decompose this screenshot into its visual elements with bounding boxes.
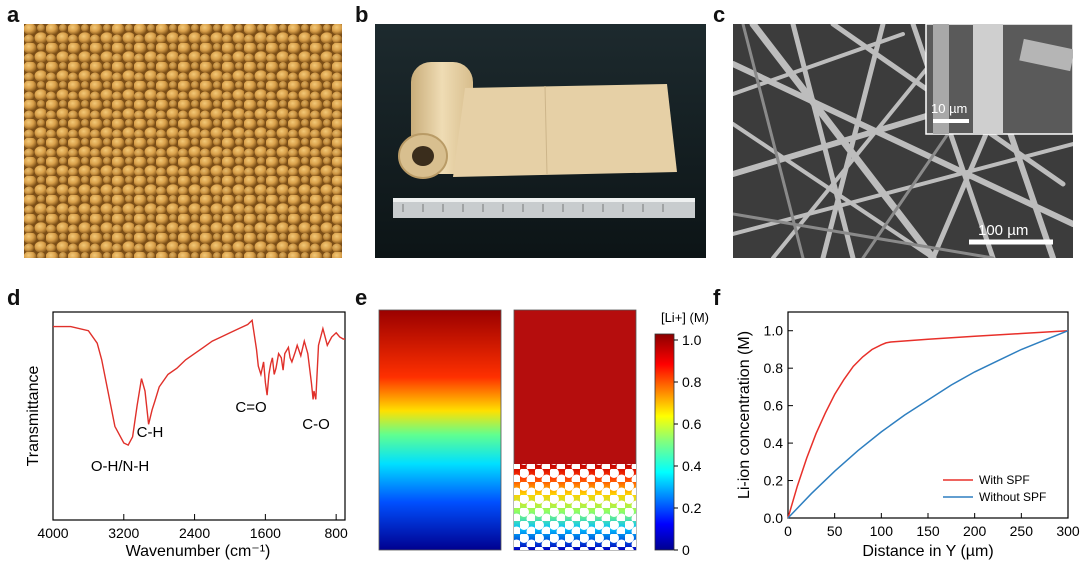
f-x-tick-label: 0 bbox=[784, 523, 792, 539]
f-y-tick-label: 0.0 bbox=[764, 510, 784, 526]
f-y-tick-label: 0.2 bbox=[764, 473, 784, 489]
annotation-co-double: C=O bbox=[235, 399, 266, 416]
f-x-tick-label: 300 bbox=[1056, 523, 1080, 539]
main-scale-label: 100 µm bbox=[978, 222, 1028, 239]
f-x-tick-label: 200 bbox=[963, 523, 987, 539]
ftir-chart: 4000 3200 2400 1600 800 Wavenumber (cm⁻¹) Tr… bbox=[25, 311, 348, 560]
panel-label-f: f bbox=[713, 285, 721, 310]
spf-pore-array bbox=[514, 464, 636, 550]
f-y-tick-label: 1.0 bbox=[764, 323, 784, 339]
colorbar-tick-label: 0.4 bbox=[682, 458, 702, 474]
f-x-tick-label: 250 bbox=[1010, 523, 1034, 539]
ftir-x-axis-label: Wavenumber (cm⁻¹) bbox=[126, 543, 271, 560]
panel-label-e: e bbox=[355, 285, 368, 310]
ftir-x-tick-label: 1600 bbox=[250, 525, 281, 541]
f-x-tick-label: 100 bbox=[870, 523, 894, 539]
annotation-co-single: C-O bbox=[302, 416, 330, 433]
series-line-with-spf bbox=[787, 329, 1069, 519]
inset-scale-label: 10 µm bbox=[931, 101, 967, 116]
colorbar-tick-label: 1.0 bbox=[682, 332, 702, 348]
ftir-spectrum-line bbox=[53, 318, 345, 447]
ftir-x-tick-label: 800 bbox=[324, 525, 348, 541]
legend-label-without-spf: Without SPF bbox=[979, 490, 1046, 504]
f-y-tick-label: 0.8 bbox=[764, 360, 784, 376]
colorbar-tick-label: 0.2 bbox=[682, 500, 702, 516]
panel-label-c: c bbox=[713, 2, 726, 27]
annotation-ch: C-H bbox=[137, 424, 164, 441]
colorbar-tick-label: 0.8 bbox=[682, 374, 702, 390]
colorbar-title: [Li+] (M) bbox=[661, 310, 709, 325]
f-legend: With SPF Without SPF bbox=[943, 473, 1046, 504]
f-x-tick-label: 150 bbox=[916, 523, 940, 539]
concentration-map: [Li+] (M) 1.0 0.8 0.6 0.4 0.2 0 bbox=[378, 309, 709, 558]
f-y-tick-label: 0.4 bbox=[764, 435, 784, 451]
field-without-spf bbox=[378, 309, 502, 551]
colorbar-tick-label: 0.6 bbox=[682, 416, 702, 432]
colorbar-tick-label: 0 bbox=[682, 542, 690, 558]
ftir-x-tick-label: 3200 bbox=[108, 525, 139, 541]
panel-label-d: d bbox=[7, 285, 21, 310]
panel-label-b: b bbox=[355, 2, 369, 27]
sem-inset: 10 µm bbox=[925, 24, 1073, 135]
ftir-x-tick-label: 2400 bbox=[179, 525, 210, 541]
series-line-without-spf bbox=[787, 330, 1069, 519]
panel-label-a: a bbox=[7, 2, 20, 27]
colorbar bbox=[654, 333, 675, 551]
f-x-axis-label: Distance in Y (µm) bbox=[862, 543, 993, 560]
f-y-tick-label: 0.6 bbox=[764, 398, 784, 414]
ftir-x-tick-label: 4000 bbox=[37, 525, 68, 541]
f-x-tick-label: 50 bbox=[827, 523, 843, 539]
sem-fiber-image: 10 µm 100 µm bbox=[733, 24, 1073, 258]
legend-label-with-spf: With SPF bbox=[979, 473, 1030, 487]
annotation-oh-nh: O-H/N-H bbox=[91, 458, 149, 475]
f-y-axis-label: Li-ion concentration (M) bbox=[736, 331, 753, 499]
li-concentration-chart: 0 50 100 150 200 250 300 0.0 0.2 0.4 0.6 0.8 1.0 Dis… bbox=[736, 311, 1080, 560]
ftir-y-axis-label: Transmittance bbox=[25, 366, 42, 467]
soybean-photo bbox=[24, 24, 342, 258]
paper-roll-photo bbox=[375, 24, 706, 258]
